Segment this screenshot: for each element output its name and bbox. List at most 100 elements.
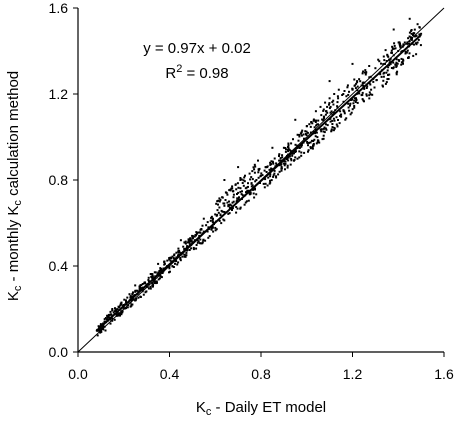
- data-point: [201, 224, 204, 227]
- data-point: [191, 241, 194, 244]
- data-point: [103, 318, 106, 321]
- data-point: [392, 28, 395, 31]
- data-point: [302, 133, 305, 136]
- data-point: [228, 212, 231, 215]
- data-point: [271, 146, 274, 149]
- data-point: [207, 226, 210, 229]
- data-point: [362, 99, 365, 102]
- data-point: [116, 308, 119, 311]
- data-point: [303, 137, 305, 140]
- x-tick-label: 0.8: [251, 366, 271, 382]
- data-point: [332, 129, 335, 132]
- data-point: [260, 172, 263, 175]
- data-point: [131, 293, 134, 296]
- data-point: [177, 261, 180, 264]
- data-point: [210, 215, 213, 218]
- data-point: [245, 191, 247, 194]
- data-point: [332, 111, 335, 114]
- data-point: [239, 206, 242, 209]
- data-point: [269, 179, 271, 182]
- data-point: [351, 88, 354, 91]
- data-point: [113, 310, 116, 313]
- data-point: [296, 157, 299, 160]
- data-point: [406, 42, 409, 45]
- data-point: [132, 291, 134, 294]
- data-point: [104, 317, 107, 319]
- data-point: [347, 93, 350, 96]
- data-point: [192, 248, 195, 251]
- data-point: [153, 271, 156, 274]
- data-point: [305, 130, 308, 133]
- data-point: [115, 310, 118, 312]
- data-point: [331, 101, 334, 103]
- data-point: [280, 165, 283, 168]
- data-point: [273, 172, 276, 175]
- data-point: [300, 154, 303, 157]
- data-point: [220, 222, 223, 225]
- data-point: [325, 110, 328, 113]
- data-point: [368, 94, 371, 97]
- data-point: [163, 263, 166, 266]
- data-point: [252, 192, 255, 195]
- data-point: [402, 43, 405, 46]
- data-point: [253, 163, 256, 166]
- data-point: [309, 125, 312, 128]
- data-point: [315, 142, 318, 145]
- data-point: [168, 257, 171, 259]
- data-point: [125, 301, 127, 304]
- data-point: [193, 235, 196, 238]
- data-point: [270, 160, 273, 163]
- data-point: [352, 102, 355, 105]
- data-point: [227, 204, 230, 206]
- data-point: [281, 156, 284, 159]
- data-point: [285, 148, 287, 151]
- data-point: [228, 200, 230, 203]
- data-point: [300, 145, 303, 148]
- data-point: [380, 62, 382, 65]
- data-point: [311, 122, 314, 125]
- data-point: [160, 268, 162, 270]
- data-point: [296, 133, 299, 136]
- data-point: [241, 190, 243, 193]
- data-point: [134, 284, 137, 287]
- x-tick-labels: 0.0 0.4 0.8 1.2 1.6: [68, 366, 454, 382]
- data-point: [269, 173, 272, 176]
- data-point: [353, 106, 356, 109]
- data-point: [322, 119, 325, 122]
- data-point: [298, 147, 301, 149]
- data-point: [168, 267, 171, 270]
- data-point: [390, 67, 393, 69]
- data-point: [382, 63, 385, 66]
- data-point: [312, 140, 315, 142]
- data-point: [356, 89, 359, 92]
- data-point: [135, 289, 138, 292]
- data-point: [416, 41, 419, 44]
- data-point: [232, 196, 235, 199]
- data-point: [190, 247, 193, 250]
- data-point: [325, 123, 327, 126]
- data-point: [247, 182, 249, 185]
- data-point: [231, 187, 234, 190]
- data-point: [272, 175, 275, 178]
- data-point: [216, 200, 219, 203]
- data-point: [266, 184, 269, 187]
- data-point: [211, 225, 214, 228]
- data-point: [338, 122, 341, 125]
- data-point: [396, 70, 399, 73]
- data-point: [217, 211, 220, 214]
- data-point: [343, 90, 346, 92]
- data-point: [136, 289, 139, 292]
- data-point: [248, 192, 251, 195]
- data-point: [223, 211, 226, 213]
- data-point: [321, 118, 324, 121]
- data-point: [139, 295, 142, 298]
- y-tick-label: 0.0: [49, 344, 69, 360]
- data-point: [282, 146, 285, 149]
- data-point: [126, 296, 129, 299]
- data-point: [412, 34, 414, 36]
- data-point: [284, 147, 287, 149]
- axis-ticks: [73, 7, 445, 357]
- data-point: [166, 259, 169, 262]
- data-point: [264, 166, 267, 169]
- data-point: [177, 247, 180, 250]
